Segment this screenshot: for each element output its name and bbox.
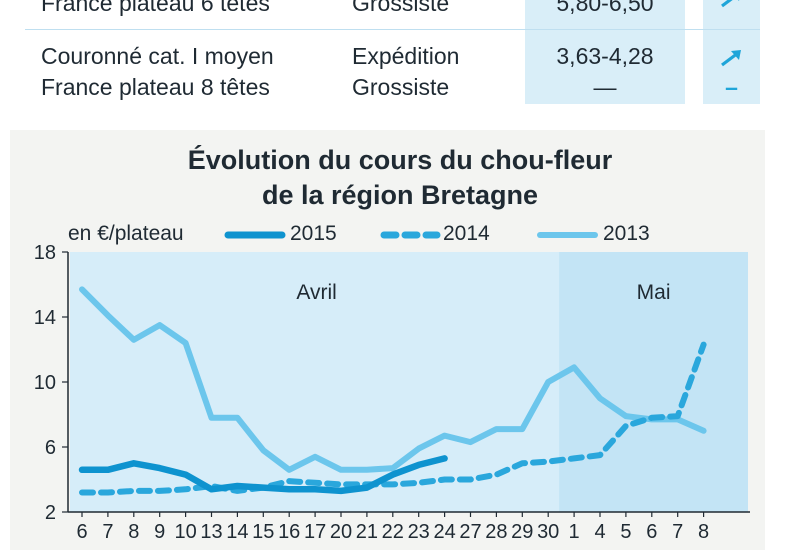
product-cell: Couronné cat. I moyen — [41, 43, 274, 69]
x-tick-label: 10 — [174, 521, 196, 543]
legend-label-2014: 2014 — [443, 222, 490, 245]
x-tick-label: 22 — [382, 521, 404, 543]
trend-stable-icon: – — [725, 74, 738, 100]
x-tick-label: 6 — [646, 521, 657, 543]
product-cell: France plateau 6 têtes — [41, 0, 270, 16]
price-column-background — [525, 0, 685, 104]
x-tick-label: 20 — [330, 521, 352, 543]
month-band — [559, 252, 748, 512]
x-tick-label: 27 — [459, 521, 481, 543]
x-tick-label: 1 — [569, 521, 580, 543]
y-tick-label: 10 — [34, 372, 56, 394]
price-cell: — — [593, 74, 617, 100]
price-cell: 3,63-4,28 — [556, 43, 654, 69]
legend-label-2013: 2013 — [603, 222, 650, 245]
y-tick-label: 14 — [34, 307, 56, 329]
x-tick-label: 17 — [304, 521, 326, 543]
series-line-2013 — [79, 286, 707, 473]
x-tick-label: 13 — [200, 521, 222, 543]
legend-label-2015: 2015 — [290, 222, 337, 245]
trend-up-arrow-icon — [703, 0, 760, 10]
x-tick-label: 30 — [537, 521, 559, 543]
y-tick-label: 18 — [34, 242, 56, 264]
x-tick-label: 7 — [672, 521, 683, 543]
market-cell: Grossiste — [352, 0, 450, 16]
price-cell: 5,80-6,50 — [556, 0, 654, 16]
market-cell: Expédition — [352, 43, 460, 69]
chart-title-line2: de la région Bretagne — [261, 180, 539, 210]
month-label: Mai — [637, 281, 671, 304]
chart-title-line1: Évolution du cours du chou-fleur — [187, 145, 613, 175]
x-tick-label: 16 — [278, 521, 300, 543]
series-line-2015 — [78, 455, 448, 495]
x-tick-label: 15 — [252, 521, 274, 543]
month-label: Avril — [296, 281, 336, 304]
trend-up-arrow-icon — [703, 47, 760, 69]
x-tick-label: 21 — [356, 521, 378, 543]
x-tick-label: 9 — [154, 521, 165, 543]
y-tick-label: 6 — [45, 437, 56, 459]
x-tick-label: 5 — [620, 521, 631, 543]
x-tick-label: 23 — [408, 521, 430, 543]
x-tick-label: 28 — [485, 521, 507, 543]
x-tick-label: 8 — [128, 521, 139, 543]
market-cell: Grossiste — [352, 74, 450, 100]
product-cell: France plateau 8 têtes — [41, 74, 270, 100]
series-line-2014 — [79, 341, 707, 496]
x-tick-label: 29 — [511, 521, 533, 543]
x-tick-label: 14 — [226, 521, 248, 543]
table-divider — [25, 29, 760, 30]
price-table: France plateau 6 têtes Grossiste 5,80-6,… — [25, 0, 760, 110]
x-tick-label: 24 — [433, 521, 455, 543]
x-tick-label: 4 — [594, 521, 605, 543]
y-axis-unit-label: en €/plateau — [68, 222, 184, 245]
y-tick-label: 2 — [45, 502, 56, 524]
x-tick-label: 6 — [76, 521, 87, 543]
x-tick-label: 8 — [698, 521, 709, 543]
x-tick-label: 7 — [102, 521, 113, 543]
